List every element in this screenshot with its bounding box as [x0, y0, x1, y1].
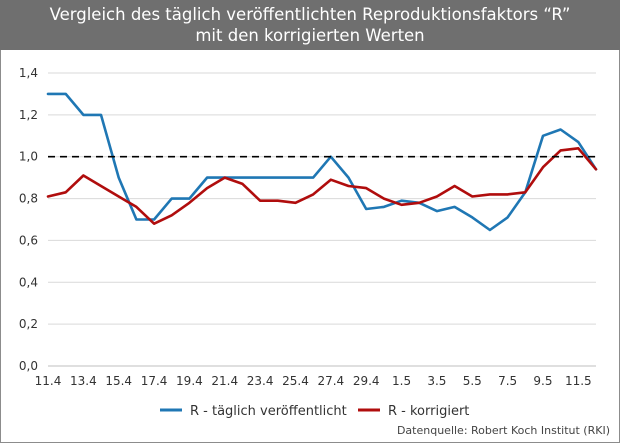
x-tick-label: 17.4: [141, 374, 168, 388]
y-tick-label: 0,6: [19, 233, 38, 247]
y-tick-label: 0,8: [19, 192, 38, 206]
x-tick-label: 1.5: [392, 374, 411, 388]
x-tick-label: 29.4: [353, 374, 380, 388]
x-tick-label: 21.4: [211, 374, 238, 388]
y-tick-label: 1,4: [19, 66, 38, 80]
x-tick-label: 27.4: [317, 374, 344, 388]
series-lines: [46, 92, 598, 232]
x-tick-label: 3.5: [427, 374, 446, 388]
y-axis-tick-labels: 0,0 0,2 0,4 0,6 0,8 1,0 1,2 1,4: [19, 66, 38, 373]
y-tick-label: 1,0: [19, 150, 38, 164]
legend-label-published: R - täglich veröffentlicht: [190, 404, 347, 419]
gridlines: [48, 72, 596, 325]
x-tick-label: 7.5: [498, 374, 517, 388]
x-axis-tick-labels: 11.4 13.4 15.4 17.4 19.4 21.4 23.4 25.4 27.4 29.4…: [35, 374, 592, 388]
legend: R - täglich veröffentlicht R - korrigiert: [160, 404, 469, 419]
chart-title: Vergleich des täglich veröffentlichten R…: [0, 0, 620, 50]
x-tick-label: 13.4: [70, 374, 97, 388]
series-line-corrected: [46, 147, 598, 225]
series-line-published: [46, 92, 598, 232]
x-tick-label: 23.4: [247, 374, 274, 388]
x-tick-label: 5.5: [463, 374, 482, 388]
x-tick-label: 19.4: [176, 374, 203, 388]
y-tick-label: 0,4: [19, 275, 38, 289]
y-tick-label: 0,2: [19, 317, 38, 331]
data-source-note: Datenquelle: Robert Koch Institut (RKI): [396, 424, 610, 437]
x-tick-label: 11.4: [35, 374, 62, 388]
y-tick-label: 1,2: [19, 108, 38, 122]
legend-label-corrected: R - korrigiert: [388, 404, 469, 419]
x-tick-label: 11.5: [565, 374, 592, 388]
chart-title-line-1: Vergleich des täglich veröffentlichten R…: [49, 5, 571, 24]
x-tick-label: 25.4: [282, 374, 309, 388]
y-tick-label: 0,0: [19, 359, 38, 373]
x-tick-label: 9.5: [533, 374, 552, 388]
x-tick-label: 15.4: [105, 374, 132, 388]
chart-title-line-2: mit den korrigierten Werten: [195, 26, 425, 45]
